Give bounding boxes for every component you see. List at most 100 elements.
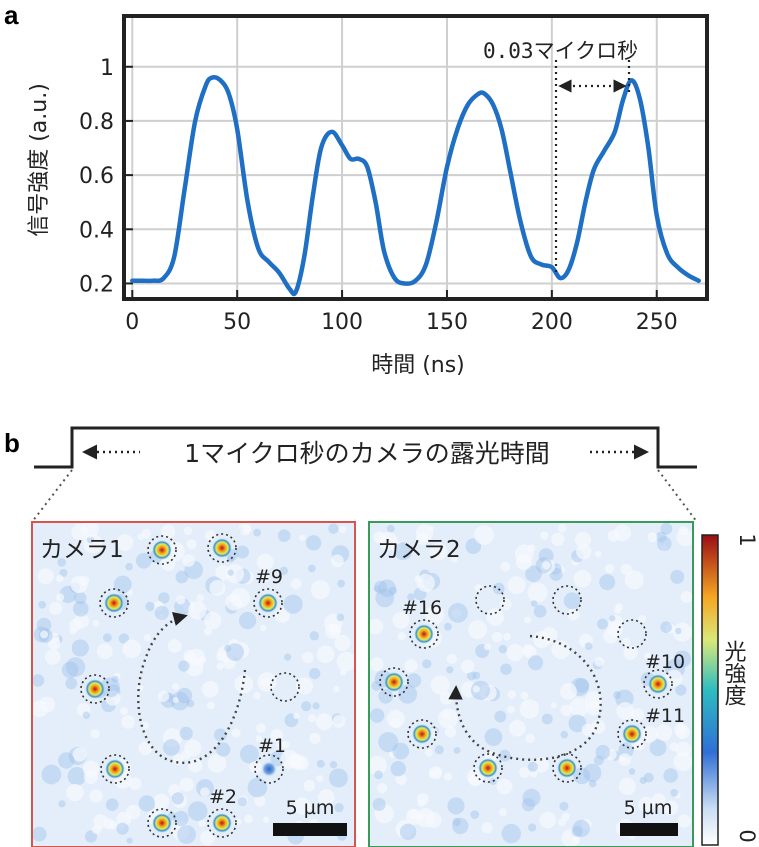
noise-speckle	[83, 534, 103, 554]
noise-speckle	[521, 798, 536, 812]
noise-speckle	[474, 584, 483, 592]
noise-speckle	[551, 532, 565, 546]
noise-speckle	[61, 661, 79, 679]
noise-speckle	[113, 672, 121, 681]
trap-site-circle	[253, 588, 283, 618]
noise-speckle	[499, 598, 512, 611]
noise-speckle	[622, 638, 631, 647]
noise-speckle	[126, 837, 133, 844]
noise-speckle	[125, 562, 133, 571]
noise-speckle	[571, 557, 580, 566]
noise-speckle	[171, 792, 184, 805]
noise-speckle	[665, 623, 676, 634]
noise-speckle	[484, 728, 503, 746]
noise-speckle	[244, 814, 253, 824]
noise-speckle	[533, 757, 549, 773]
noise-speckle	[605, 748, 617, 761]
trap-site-circle	[99, 588, 129, 618]
noise-speckle	[57, 558, 66, 567]
noise-speckle	[56, 574, 64, 583]
noise-speckle	[328, 523, 339, 534]
camera1-label-2: #2	[209, 786, 237, 808]
noise-speckle	[527, 582, 548, 603]
noise-speckle	[31, 700, 48, 718]
noise-speckle	[655, 531, 667, 543]
noise-speckle	[422, 659, 432, 669]
noise-speckle	[550, 702, 557, 709]
noise-speckle	[93, 814, 108, 829]
noise-speckle	[153, 793, 170, 810]
noise-speckle	[581, 819, 592, 830]
noise-speckle	[443, 772, 452, 781]
noise-speckle	[337, 579, 345, 588]
noise-speckle	[605, 563, 615, 574]
noise-speckle	[573, 570, 592, 588]
noise-speckle	[122, 639, 142, 659]
noise-speckle	[257, 672, 277, 692]
noise-speckle	[541, 713, 553, 725]
noise-speckle	[452, 817, 469, 835]
camera2-rotation-arrow	[448, 634, 602, 761]
exposure-pulse	[34, 426, 697, 469]
noise-speckle	[72, 747, 87, 762]
noise-speckle	[417, 799, 426, 807]
noise-speckle	[254, 795, 266, 807]
x-tick-label: 200	[531, 310, 573, 335]
noise-speckle	[227, 569, 234, 576]
exposure-window: 1マイクロ秒のカメラの露光時間	[31, 426, 698, 523]
noise-speckle	[141, 528, 152, 539]
y-tick-label: 0.8	[79, 110, 114, 135]
noise-speckle	[105, 798, 119, 811]
noise-speckle	[188, 601, 207, 620]
noise-speckle	[555, 565, 565, 575]
noise-speckle	[263, 816, 270, 823]
noise-speckle	[65, 677, 78, 690]
noise-speckle	[111, 675, 119, 683]
noise-speckle	[82, 711, 91, 719]
noise-speckle	[416, 573, 435, 593]
noise-speckle	[138, 795, 156, 812]
noise-speckle	[599, 574, 616, 591]
trap-site-circle	[475, 585, 505, 615]
atom-spot	[557, 758, 577, 778]
colorbar-gradient	[701, 534, 719, 846]
noise-speckle	[338, 525, 347, 534]
noise-speckle	[316, 645, 335, 664]
noise-speckle	[71, 639, 89, 657]
noise-speckle	[38, 600, 47, 609]
noise-speckle	[56, 593, 65, 602]
noise-speckle	[591, 719, 606, 734]
noise-speckle	[507, 705, 515, 714]
noise-speckle	[187, 801, 208, 821]
noise-speckle	[500, 663, 512, 675]
grid	[126, 18, 705, 297]
trap-site-circle	[147, 535, 177, 565]
noise-speckle	[618, 753, 632, 766]
atom-spot	[384, 672, 404, 692]
noise-speckle	[472, 685, 480, 693]
atom-spot-dim	[261, 761, 277, 777]
noise-speckle	[332, 714, 346, 728]
noise-speckle	[236, 545, 249, 559]
noise-speckle	[181, 750, 191, 760]
noise-speckle	[277, 529, 291, 542]
noise-speckle	[308, 714, 316, 723]
noise-speckle	[640, 726, 658, 743]
atom-spot	[104, 593, 124, 613]
noise-speckle	[36, 617, 52, 633]
noise-speckle	[673, 752, 693, 771]
noise-speckle	[430, 675, 450, 695]
noise-speckle	[170, 691, 190, 711]
noise-speckle	[163, 739, 180, 756]
noise-speckle	[655, 724, 673, 741]
noise-speckle	[470, 810, 480, 819]
noise-speckle	[41, 764, 62, 785]
noise-speckle	[670, 789, 679, 797]
noise-speckle	[168, 784, 181, 797]
noise-speckle	[92, 620, 100, 627]
line-chart: 0 50 100 150 200 250 0.2 0.4 0.6 0.8 1	[79, 14, 709, 335]
noise-speckle	[183, 526, 193, 536]
noise-speckle	[452, 817, 461, 827]
noise-speckle	[594, 656, 605, 667]
noise-speckle	[670, 569, 685, 584]
